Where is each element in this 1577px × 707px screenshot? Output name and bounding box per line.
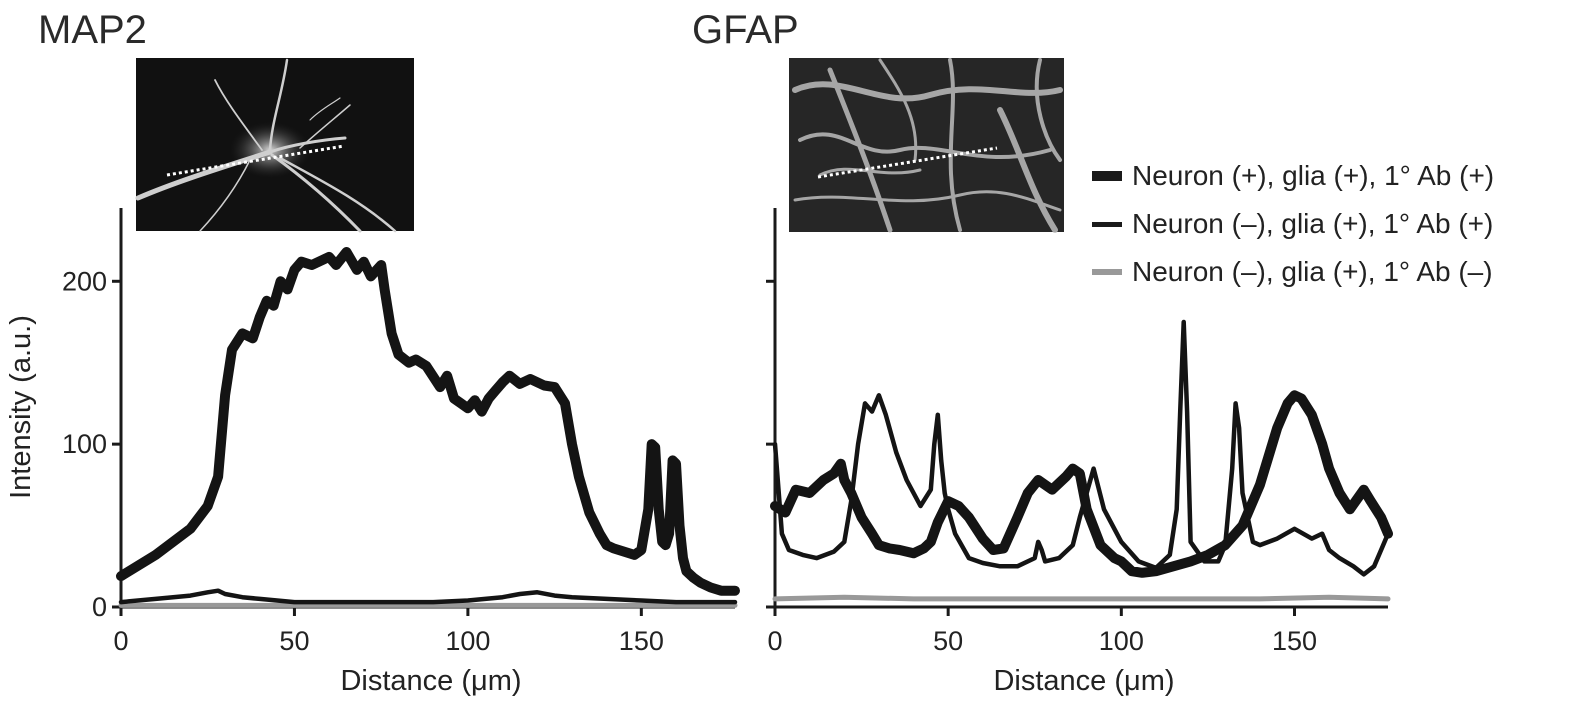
map2-ticks: 0 50 100 150 0 100 200 xyxy=(62,266,664,656)
y-tick-label: 100 xyxy=(62,429,107,459)
x-tick-label: 0 xyxy=(767,626,782,656)
map2-panel-title: MAP2 xyxy=(38,8,147,52)
y-axis-title: Intensity (a.u.) xyxy=(5,315,37,499)
legend-swatch xyxy=(1092,221,1122,227)
x-tick-label: 150 xyxy=(1272,626,1317,656)
legend-label: Neuron (–), glia (+), 1° Ab (+) xyxy=(1132,208,1494,239)
gfap-panel-title: GFAP xyxy=(692,8,799,52)
gfap-x-axis-title: Distance (μm) xyxy=(993,665,1174,697)
series-line-1 xyxy=(116,247,740,596)
legend-item: Neuron (–), glia (+), 1° Ab (–) xyxy=(1092,248,1494,296)
legend: Neuron (+), glia (+), 1° Ab (+) Neuron (… xyxy=(1092,152,1494,296)
map2-x-axis-title: Distance (μm) xyxy=(340,665,521,697)
map2-series xyxy=(116,247,740,608)
gfap-series xyxy=(770,319,1393,602)
gfap-ticks: 0 50 100 150 xyxy=(766,279,1317,656)
legend-swatch xyxy=(1092,171,1122,181)
series-line-3 xyxy=(772,594,1391,602)
legend-label: Neuron (+), glia (+), 1° Ab (+) xyxy=(1132,160,1495,191)
x-tick-label: 50 xyxy=(933,626,963,656)
x-tick-label: 0 xyxy=(113,626,128,656)
series-line-2 xyxy=(772,319,1391,577)
y-tick-label: 0 xyxy=(92,592,107,622)
x-tick-label: 150 xyxy=(619,626,664,656)
series-line-2 xyxy=(118,588,738,605)
map2-inset-image xyxy=(135,58,414,233)
legend-label: Neuron (–), glia (+), 1° Ab (–) xyxy=(1132,256,1493,287)
x-tick-label: 100 xyxy=(445,626,490,656)
gfap-inset-image xyxy=(789,58,1064,233)
x-tick-label: 50 xyxy=(279,626,309,656)
gfap-axes xyxy=(773,208,1388,609)
y-tick-label: 200 xyxy=(62,266,107,296)
legend-swatch xyxy=(1092,269,1122,275)
legend-item: Neuron (+), glia (+), 1° Ab (+) xyxy=(1092,152,1494,200)
legend-item: Neuron (–), glia (+), 1° Ab (+) xyxy=(1092,200,1494,248)
x-tick-label: 100 xyxy=(1099,626,1144,656)
series-line-1 xyxy=(770,390,1393,578)
